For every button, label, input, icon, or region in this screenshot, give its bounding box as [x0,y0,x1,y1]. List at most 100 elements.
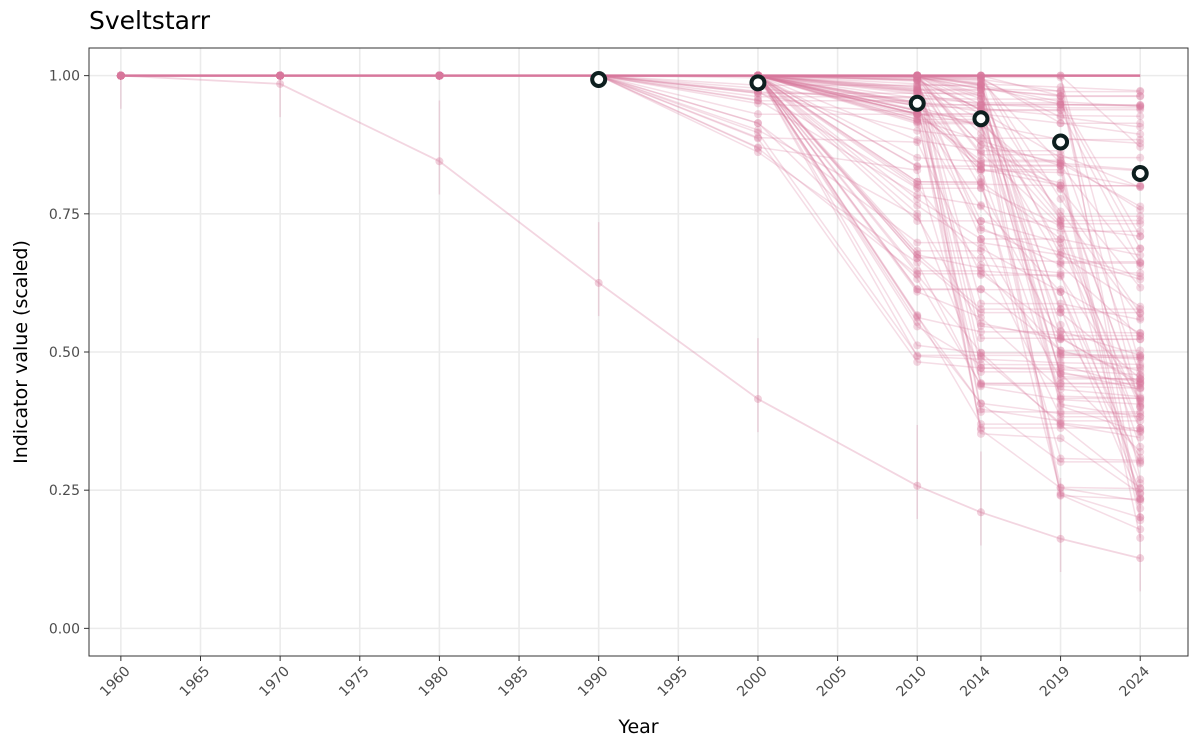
simulation-point [913,109,922,118]
simulation-point [1136,351,1145,360]
outlier-series [116,71,1145,592]
simulation-point [1136,457,1145,466]
simulation-point [913,85,922,94]
simulation-point [1136,428,1145,437]
simulation-point [1136,102,1145,111]
simulation-point [1136,244,1145,253]
simulation-point [1056,349,1065,358]
simulation-point [753,92,762,101]
simulation-point [1136,497,1145,506]
simulation-point [913,77,922,86]
simulation-point [976,260,985,269]
simulation-point [1136,335,1145,344]
simulation-point [1136,407,1145,416]
simulation-point [976,161,985,170]
simulation-point [976,81,985,90]
outlier-point [753,394,762,403]
outlier-point [976,508,985,517]
x-axis: 1960 1965 1970 1975 1980 1985 1990 1995 2000 2005… [97,656,1153,700]
simulation-point [976,89,985,98]
simulation-point [1056,168,1065,177]
simulation-point [1056,244,1065,253]
simulation-point [1056,272,1065,281]
simulation-point [1056,181,1065,190]
y-tick-label: 0.50 [49,345,80,361]
simulation-point [913,110,922,119]
x-tick-label: 1980 [416,664,453,701]
simulation-point [1056,159,1065,168]
simulation-point [1136,516,1145,525]
simulation-point [1136,212,1145,221]
simulation-point [913,201,922,210]
simulation-point [1056,360,1065,369]
x-tick-label: 1995 [655,664,692,701]
simulation-point [976,177,985,186]
simulation-point [913,180,922,189]
y-axis: 0.00 0.25 0.50 0.75 1.00 [49,69,89,637]
simulation-point [913,274,922,283]
simulation-point [913,216,922,225]
simulation-point [913,254,922,263]
simulation-point [1056,304,1065,313]
simulation-point [1056,320,1065,329]
simulation-point [976,162,985,171]
outlier-point [116,71,125,80]
simulation-point [1136,504,1145,513]
simulation-point [1136,442,1145,451]
simulation-point [1136,394,1145,403]
simulation-point [1136,261,1145,270]
simulation-point [1136,370,1145,379]
simulation-point [1136,92,1145,101]
simulation-point [1136,378,1145,387]
simulation-point [976,270,985,279]
mean-point [972,110,990,128]
simulation-point [1136,392,1145,401]
simulation-point [976,165,985,174]
simulation-point [976,424,985,433]
simulation-point [1136,268,1145,277]
simulation-point [1056,394,1065,403]
simulation-point [1136,251,1145,260]
simulation-point [913,110,922,119]
x-tick-label: 2024 [1117,663,1154,700]
simulation-point [976,225,985,234]
simulation-point [1136,183,1145,192]
simulation-point [1136,423,1145,432]
simulation-point [753,128,762,137]
simulation-point [913,112,922,121]
simulation-point [1136,257,1145,266]
simulation-point [1056,327,1065,336]
simulation-point [976,76,985,85]
x-tick-label: 2014 [957,663,994,700]
simulation-point [1056,161,1065,170]
simulation-point [913,119,922,128]
simulation-point [976,92,985,101]
simulation-point [976,244,985,253]
simulation-point [1136,513,1145,522]
simulation-point [1056,363,1065,372]
simulation-point [913,190,922,199]
simulation-point [976,380,985,389]
simulation-point [913,138,922,147]
outlier-point [276,79,285,88]
simulation-point [1056,483,1065,492]
y-tick-label: 0.75 [49,207,80,223]
simulation-point [1136,182,1145,191]
simulation-point [753,89,762,98]
simulation-point [913,357,922,366]
simulation-point [1136,525,1145,534]
simulation-point [1056,335,1065,344]
simulation-point [1056,162,1065,171]
simulation-point [1136,302,1145,311]
simulation-point [913,126,922,135]
simulation-point [1136,513,1145,522]
simulation-point [976,348,985,357]
simulation-point [913,153,922,162]
simulation-point [1136,328,1145,337]
simulation-point [1056,457,1065,466]
mean-point [590,71,608,89]
simulation-point [753,134,762,143]
simulation-point [913,86,922,95]
simulation-point [1056,385,1065,394]
simulation-point [1056,100,1065,109]
